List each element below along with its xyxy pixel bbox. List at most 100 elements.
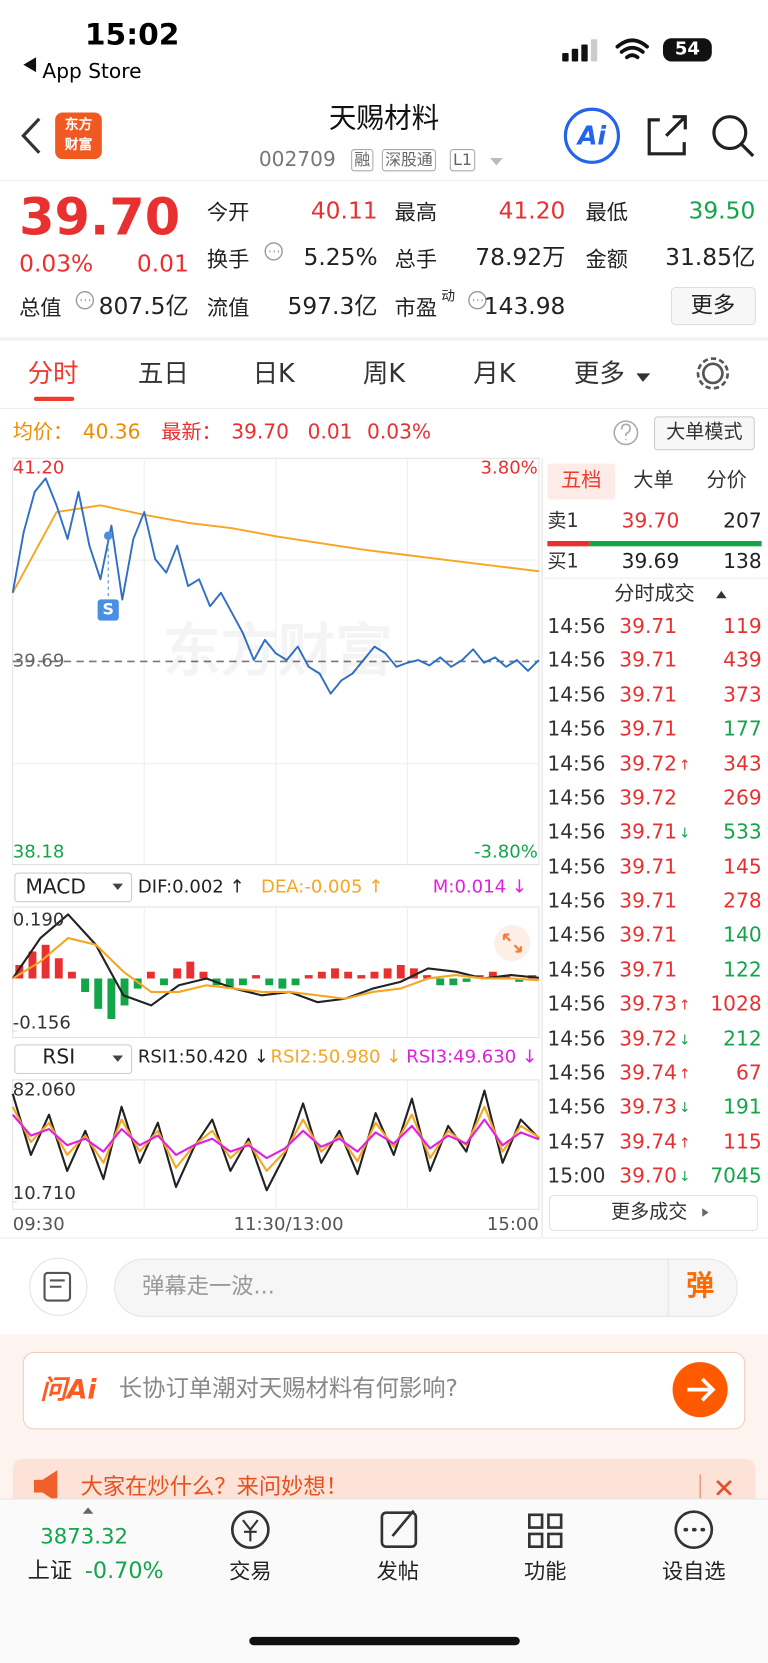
danmaku-placeholder[interactable]: 弹幕走一波... [142, 1273, 275, 1299]
chart-tab[interactable]: 日K [252, 358, 295, 389]
more-button[interactable] [670, 286, 756, 326]
mode-button[interactable] [653, 416, 755, 451]
settings[interactable] [696, 357, 730, 390]
chart-tab[interactable]: 五日 [137, 358, 189, 389]
trade-volume: 439 [723, 649, 762, 673]
book-tab[interactable]: 五档 [561, 468, 602, 492]
indicator-select[interactable] [14, 872, 133, 903]
stat-value: 78.92万 [475, 245, 566, 272]
info-icon [468, 291, 487, 310]
tab-dropdown[interactable] [636, 373, 651, 382]
expand[interactable] [502, 933, 522, 953]
icon-func[interactable] [528, 1513, 563, 1548]
danmaku-toggle[interactable] [49, 1279, 65, 1288]
indicator-select[interactable] [14, 1044, 133, 1075]
chart-tab[interactable]: 周K [362, 358, 406, 389]
tab-label[interactable]: 设自选 [661, 1558, 726, 1584]
trade-price: 39.71 [619, 649, 678, 673]
trade-time: 14:56 [547, 614, 606, 639]
tab-label[interactable]: 发帖 [376, 1558, 420, 1584]
chart-tab[interactable]: 分时 [27, 358, 79, 389]
banner-text[interactable]: 大家在炒什么？来问妙想！ [80, 1473, 348, 1500]
last-value: 39.70 [231, 420, 289, 444]
share[interactable] [647, 115, 687, 156]
ask-send[interactable] [687, 1377, 716, 1402]
expand-index[interactable] [82, 1507, 94, 1514]
trade-volume: 67 [735, 1061, 762, 1085]
mode[interactable]: 大单模式 [666, 421, 743, 444]
search[interactable] [712, 115, 748, 151]
macd-bar [133, 978, 142, 989]
index-name[interactable]: 上证 [27, 1557, 73, 1584]
trade-volume: 191 [723, 1095, 762, 1119]
macd-bar [41, 944, 50, 979]
stock-tag: L1 [449, 149, 476, 172]
back-app[interactable]: App Store [42, 59, 142, 84]
stat-label: 金额 [585, 246, 628, 272]
trade-flag: ↑ [678, 1135, 691, 1152]
close[interactable] [716, 1479, 732, 1496]
y-tick-label: 0.190 [12, 909, 65, 931]
expand[interactable] [494, 925, 531, 962]
more-trades[interactable]: 更多成交 [611, 1200, 688, 1224]
reference-label: 39.69 [12, 650, 65, 672]
more-arrow[interactable] [702, 1208, 709, 1217]
settings[interactable] [701, 362, 724, 385]
help[interactable] [613, 420, 639, 446]
dea-label: DEA:-0.005 ↑ [260, 876, 384, 898]
ai-button[interactable] [563, 107, 621, 164]
dropdown[interactable] [490, 158, 503, 166]
stat-sup: 动 [441, 289, 456, 305]
dropdown[interactable] [112, 883, 124, 891]
danmaku-send[interactable]: 弹 [686, 1270, 714, 1303]
tab-label[interactable]: 功能 [524, 1558, 567, 1584]
search[interactable] [740, 143, 755, 158]
icon-trade[interactable] [242, 1519, 259, 1542]
ask-box[interactable] [22, 1351, 746, 1430]
trade-volume: 533 [723, 820, 762, 845]
more[interactable]: 更多 [690, 292, 736, 318]
back-arrow[interactable] [23, 57, 37, 73]
index-change[interactable]: -0.70% [84, 1557, 164, 1584]
icon-trade[interactable] [230, 1510, 270, 1550]
macd-bar [436, 978, 445, 986]
macd-bar [186, 961, 195, 979]
change: 0.01 [136, 251, 189, 278]
danmaku-input[interactable] [114, 1258, 738, 1317]
more-trades[interactable] [548, 1194, 758, 1232]
rsi2-label: RSI2:50.980 ↓ [270, 1046, 402, 1068]
icon-post[interactable] [380, 1511, 418, 1548]
ai-label[interactable]: Ai [577, 120, 607, 151]
ask-question[interactable]: 长协订单潮对天赐材料有何影响? [118, 1375, 458, 1403]
index-value[interactable]: 3873.32 [40, 1523, 129, 1549]
danmaku-toggle[interactable] [29, 1257, 88, 1316]
macd-bar [383, 968, 392, 979]
sort[interactable] [716, 590, 727, 599]
book-tab[interactable]: 分价 [706, 468, 747, 492]
stock-tag: 融 [351, 149, 374, 172]
trade-price: 39.72 [619, 1026, 678, 1051]
x-tick-label: 15:00 [486, 1214, 539, 1236]
macd-bar [396, 964, 405, 979]
icon-watch[interactable] [674, 1510, 714, 1550]
dropdown[interactable] [112, 1055, 124, 1062]
chart-tab[interactable]: 更多 [573, 358, 625, 389]
macd-line [11, 913, 539, 1007]
trade-volume: 115 [723, 1129, 762, 1154]
indicator-name: RSI [42, 1045, 76, 1069]
help[interactable] [620, 423, 631, 441]
trade-time: 14:56 [547, 1095, 606, 1119]
trade-flag: ↑ [678, 757, 691, 774]
back[interactable] [21, 117, 41, 154]
danmaku-toggle[interactable] [43, 1271, 72, 1302]
trades-title: 分时成交 [614, 581, 695, 606]
battery-level: 54 [674, 38, 700, 60]
chart-tab[interactable]: 月K [473, 358, 516, 389]
book-tab[interactable]: 大单 [633, 468, 674, 492]
icon-post[interactable] [391, 1509, 415, 1537]
tab-label[interactable]: 交易 [229, 1558, 272, 1584]
stat-value: 39.50 [688, 198, 756, 225]
level-volume: 138 [723, 550, 762, 574]
macd-bar [107, 978, 116, 1019]
trade-price: 39.71 [619, 683, 678, 707]
